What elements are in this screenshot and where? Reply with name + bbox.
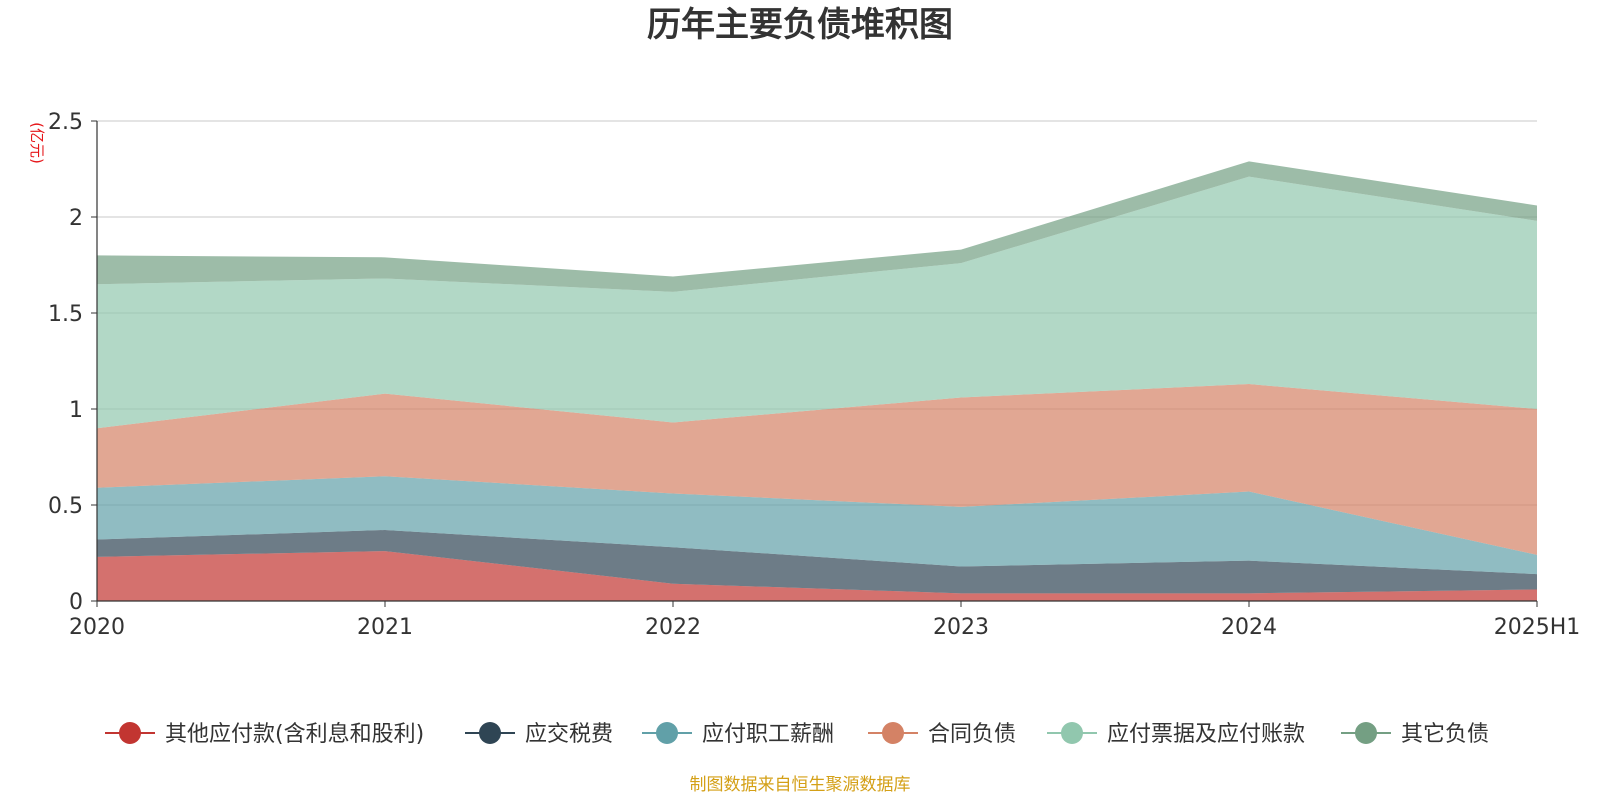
legend-marker [656,722,678,744]
axes: 0 0.5 1 1.5 2 2.5 2020 2021 2022 2023 2024 2025H1 [48,110,1580,640]
legend-marker [1061,722,1083,744]
y-tick-label: 0.5 [48,494,83,519]
area-series-0 [97,551,1537,601]
x-tick-label: 2023 [933,615,989,640]
legend: 其他应付款(含利息和股利) 应交税费 应付职工薪酬 合同负债 应付票据及应付账款 其它负债 [105,722,1489,747]
legend-item-2[interactable]: 应付职工薪酬 [642,722,834,747]
chart-title: 历年主要负债堆积图 [647,5,953,45]
legend-item-0[interactable]: 其他应付款(含利息和股利) [105,722,424,747]
legend-label: 其他应付款(含利息和股利) [165,722,424,747]
legend-marker [119,722,141,744]
legend-item-3[interactable]: 合同负债 [868,722,1016,747]
legend-label: 应交税费 [525,722,613,747]
legend-marker [882,722,904,744]
x-tick-label: 2024 [1221,615,1277,640]
x-tick-label: 2022 [645,615,701,640]
y-tick-label: 1 [69,398,83,423]
area-series-2 [97,476,1537,575]
y-tick-label: 1.5 [48,302,83,327]
x-tick-label: 2021 [357,615,413,640]
source-note: 制图数据来自恒生聚源数据库 [690,775,911,795]
legend-label: 其它负债 [1401,722,1489,747]
legend-marker [1355,722,1377,744]
y-tick-label: 2 [69,206,83,231]
legend-label: 应付职工薪酬 [702,722,834,747]
area-series-layer [97,161,1537,601]
area-series-1 [97,529,1537,594]
legend-marker [479,722,501,744]
y-axis-unit-label: (亿元) [28,122,46,164]
legend-item-1[interactable]: 应交税费 [465,722,613,747]
x-tick-label: 2020 [69,615,125,640]
area-series-5 [97,161,1537,292]
area-series-3 [97,384,1537,555]
legend-label: 合同负债 [928,722,1016,747]
area-series-4 [97,176,1537,429]
y-tick-label: 2.5 [48,110,83,135]
y-tick-label: 0 [69,590,83,615]
legend-label: 应付票据及应付账款 [1107,722,1305,747]
legend-item-4[interactable]: 应付票据及应付账款 [1047,722,1305,747]
legend-item-5[interactable]: 其它负债 [1341,722,1489,747]
x-tick-label: 2025H1 [1494,615,1581,640]
